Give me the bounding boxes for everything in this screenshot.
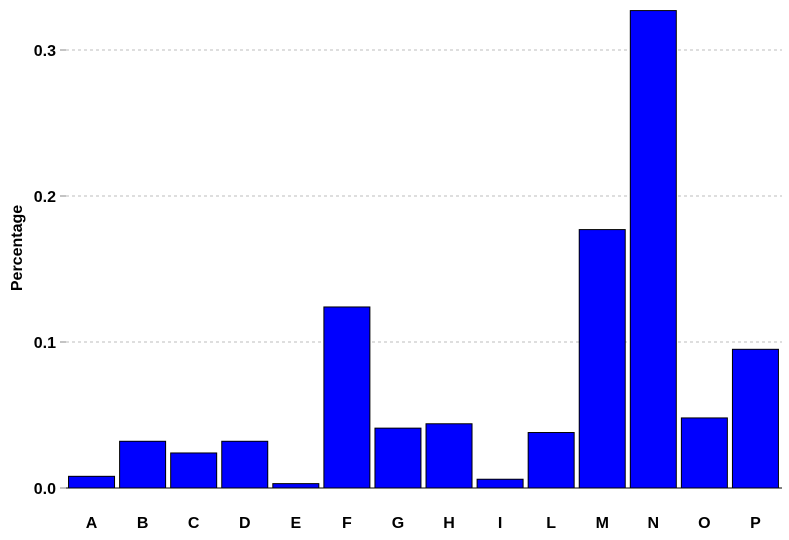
bar-P [731,348,779,489]
x-tick-label-H: H [443,515,455,532]
x-tick-label-B: B [137,515,149,532]
x-tick-label-P: P [750,515,761,532]
bar-G [374,427,422,489]
y-tick-label-0.1: 0.1 [34,335,56,352]
x-tick-label-G: G [392,515,404,532]
x-tick-label-N: N [648,515,660,532]
y-tick-labels: 0.0 0.1 0.2 0.3 [34,43,66,498]
bar-L [527,432,575,489]
bar-E [272,483,320,489]
bars [68,10,779,489]
y-tick-label-0.0: 0.0 [34,481,56,498]
bar-F [323,306,371,489]
bar-A [68,475,116,489]
y-axis-title: Percentage [9,205,26,291]
x-tick-label-C: C [188,515,200,532]
x-tick-label-I: I [498,515,502,532]
x-tick-label-A: A [86,515,98,532]
bar-B [119,440,167,489]
bar-H [425,423,473,489]
x-tick-label-D: D [239,515,251,532]
bar-M [578,229,626,489]
x-tick-label-L: L [546,515,556,532]
bar-D [221,440,269,489]
y-tick-label-0.2: 0.2 [34,189,56,206]
y-tick-label-0.3: 0.3 [34,43,56,60]
bar-I [476,478,524,489]
bar-N [629,10,677,489]
x-tick-label-F: F [342,515,352,532]
x-tick-label-O: O [698,515,710,532]
bar-C [170,452,218,489]
bar-O [680,417,728,489]
x-tick-label-M: M [596,515,609,532]
x-tick-label-E: E [290,515,301,532]
